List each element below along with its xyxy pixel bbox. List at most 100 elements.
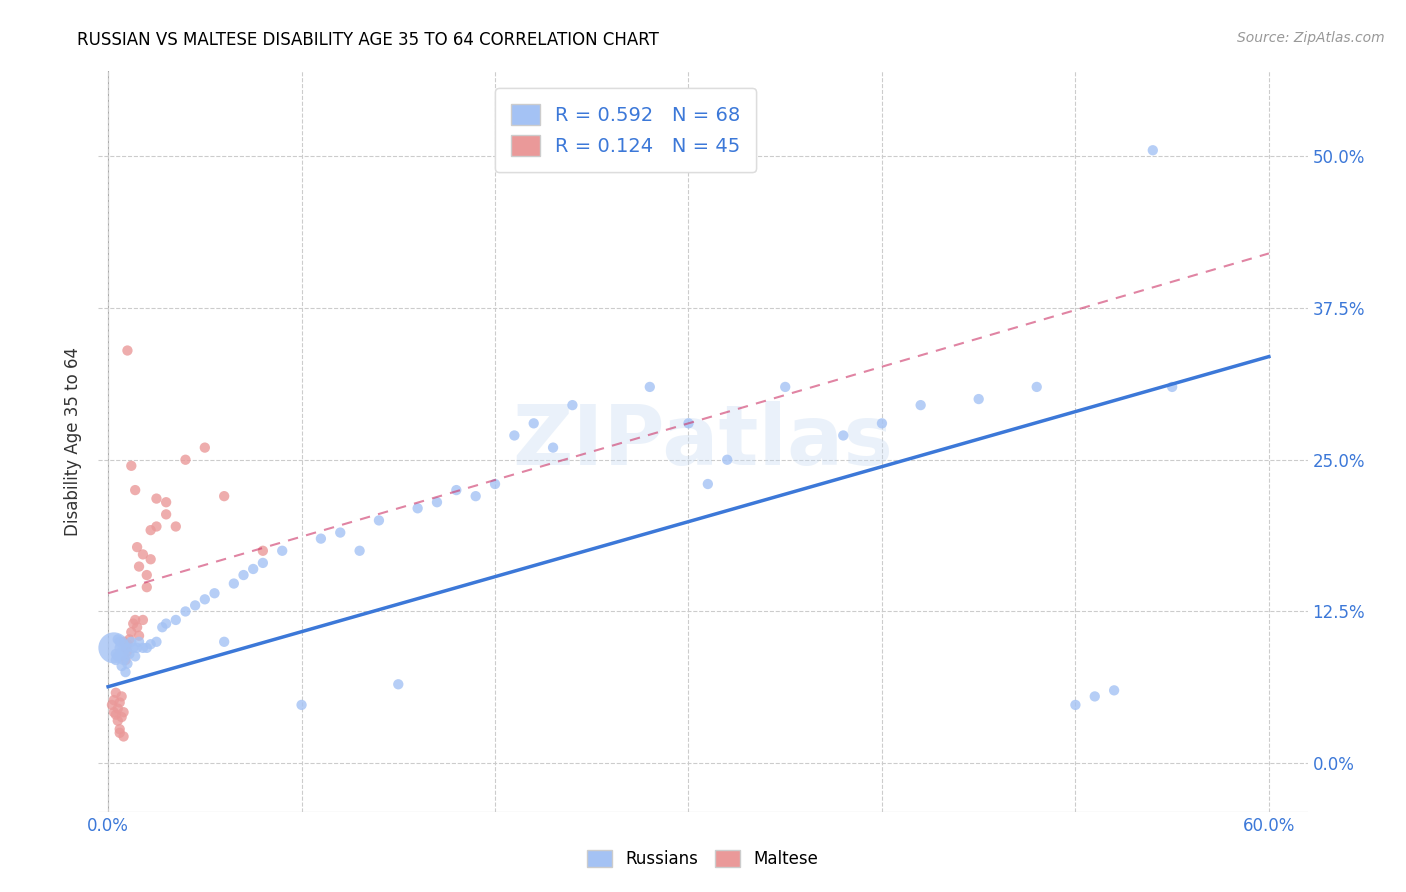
- Point: [111, 644, 134, 658]
- Point: [111, 690, 134, 704]
- Point: [368, 513, 391, 527]
- Point: [678, 417, 700, 431]
- Point: [242, 562, 264, 576]
- Point: [271, 543, 294, 558]
- Point: [103, 640, 125, 655]
- Point: [155, 495, 177, 509]
- Point: [773, 380, 796, 394]
- Point: [832, 428, 855, 442]
- Point: [1025, 380, 1047, 394]
- Point: [145, 491, 167, 506]
- Point: [103, 693, 125, 707]
- Point: [145, 519, 167, 533]
- Point: [117, 637, 139, 651]
- Point: [561, 398, 583, 412]
- Point: [1064, 698, 1087, 712]
- Point: [132, 640, 155, 655]
- Point: [114, 665, 136, 680]
- Point: [107, 649, 129, 664]
- Y-axis label: Disability Age 35 to 64: Disability Age 35 to 64: [65, 347, 83, 536]
- Point: [124, 613, 146, 627]
- Point: [104, 707, 127, 722]
- Point: [104, 686, 127, 700]
- Point: [184, 599, 207, 613]
- Point: [910, 398, 932, 412]
- Point: [165, 613, 187, 627]
- Point: [112, 653, 135, 667]
- Point: [127, 620, 149, 634]
- Point: [112, 637, 135, 651]
- Point: [523, 417, 546, 431]
- Point: [104, 653, 127, 667]
- Legend: R = 0.592   N = 68, R = 0.124   N = 45: R = 0.592 N = 68, R = 0.124 N = 45: [495, 88, 756, 171]
- Point: [309, 532, 332, 546]
- Point: [118, 632, 141, 647]
- Legend: Russians, Maltese: Russians, Maltese: [581, 843, 825, 875]
- Point: [252, 556, 274, 570]
- Point: [139, 637, 162, 651]
- Point: [111, 710, 134, 724]
- Point: [128, 635, 150, 649]
- Point: [112, 730, 135, 744]
- Point: [406, 501, 429, 516]
- Point: [194, 592, 217, 607]
- Point: [101, 698, 124, 712]
- Point: [108, 726, 131, 740]
- Point: [122, 616, 145, 631]
- Point: [128, 629, 150, 643]
- Point: [114, 653, 136, 667]
- Text: Source: ZipAtlas.com: Source: ZipAtlas.com: [1237, 31, 1385, 45]
- Point: [484, 477, 506, 491]
- Point: [103, 705, 125, 719]
- Point: [967, 392, 990, 406]
- Point: [232, 568, 254, 582]
- Point: [124, 483, 146, 497]
- Point: [1084, 690, 1107, 704]
- Point: [204, 586, 226, 600]
- Point: [252, 543, 274, 558]
- Point: [145, 635, 167, 649]
- Point: [117, 644, 139, 658]
- Point: [503, 428, 526, 442]
- Point: [117, 343, 139, 358]
- Point: [174, 452, 197, 467]
- Point: [104, 647, 127, 661]
- Point: [212, 635, 235, 649]
- Point: [139, 523, 162, 537]
- Point: [108, 640, 131, 655]
- Point: [155, 616, 177, 631]
- Point: [127, 540, 149, 554]
- Point: [114, 640, 136, 655]
- Text: ZIPatlas: ZIPatlas: [513, 401, 893, 482]
- Point: [329, 525, 352, 540]
- Point: [122, 640, 145, 655]
- Point: [716, 452, 738, 467]
- Point: [1102, 683, 1125, 698]
- Point: [290, 698, 312, 712]
- Point: [117, 640, 139, 655]
- Point: [124, 649, 146, 664]
- Point: [139, 552, 162, 566]
- Point: [111, 659, 134, 673]
- Point: [120, 635, 142, 649]
- Point: [128, 559, 150, 574]
- Point: [107, 701, 129, 715]
- Point: [112, 635, 135, 649]
- Point: [464, 489, 486, 503]
- Text: RUSSIAN VS MALTESE DISABILITY AGE 35 TO 64 CORRELATION CHART: RUSSIAN VS MALTESE DISABILITY AGE 35 TO …: [77, 31, 659, 49]
- Point: [638, 380, 661, 394]
- Point: [108, 635, 131, 649]
- Point: [387, 677, 409, 691]
- Point: [132, 613, 155, 627]
- Point: [132, 548, 155, 562]
- Point: [135, 568, 157, 582]
- Point: [120, 625, 142, 640]
- Point: [127, 640, 149, 655]
- Point: [446, 483, 468, 497]
- Point: [426, 495, 449, 509]
- Point: [212, 489, 235, 503]
- Point: [108, 722, 131, 736]
- Point: [1142, 143, 1164, 157]
- Point: [222, 576, 245, 591]
- Point: [120, 458, 142, 473]
